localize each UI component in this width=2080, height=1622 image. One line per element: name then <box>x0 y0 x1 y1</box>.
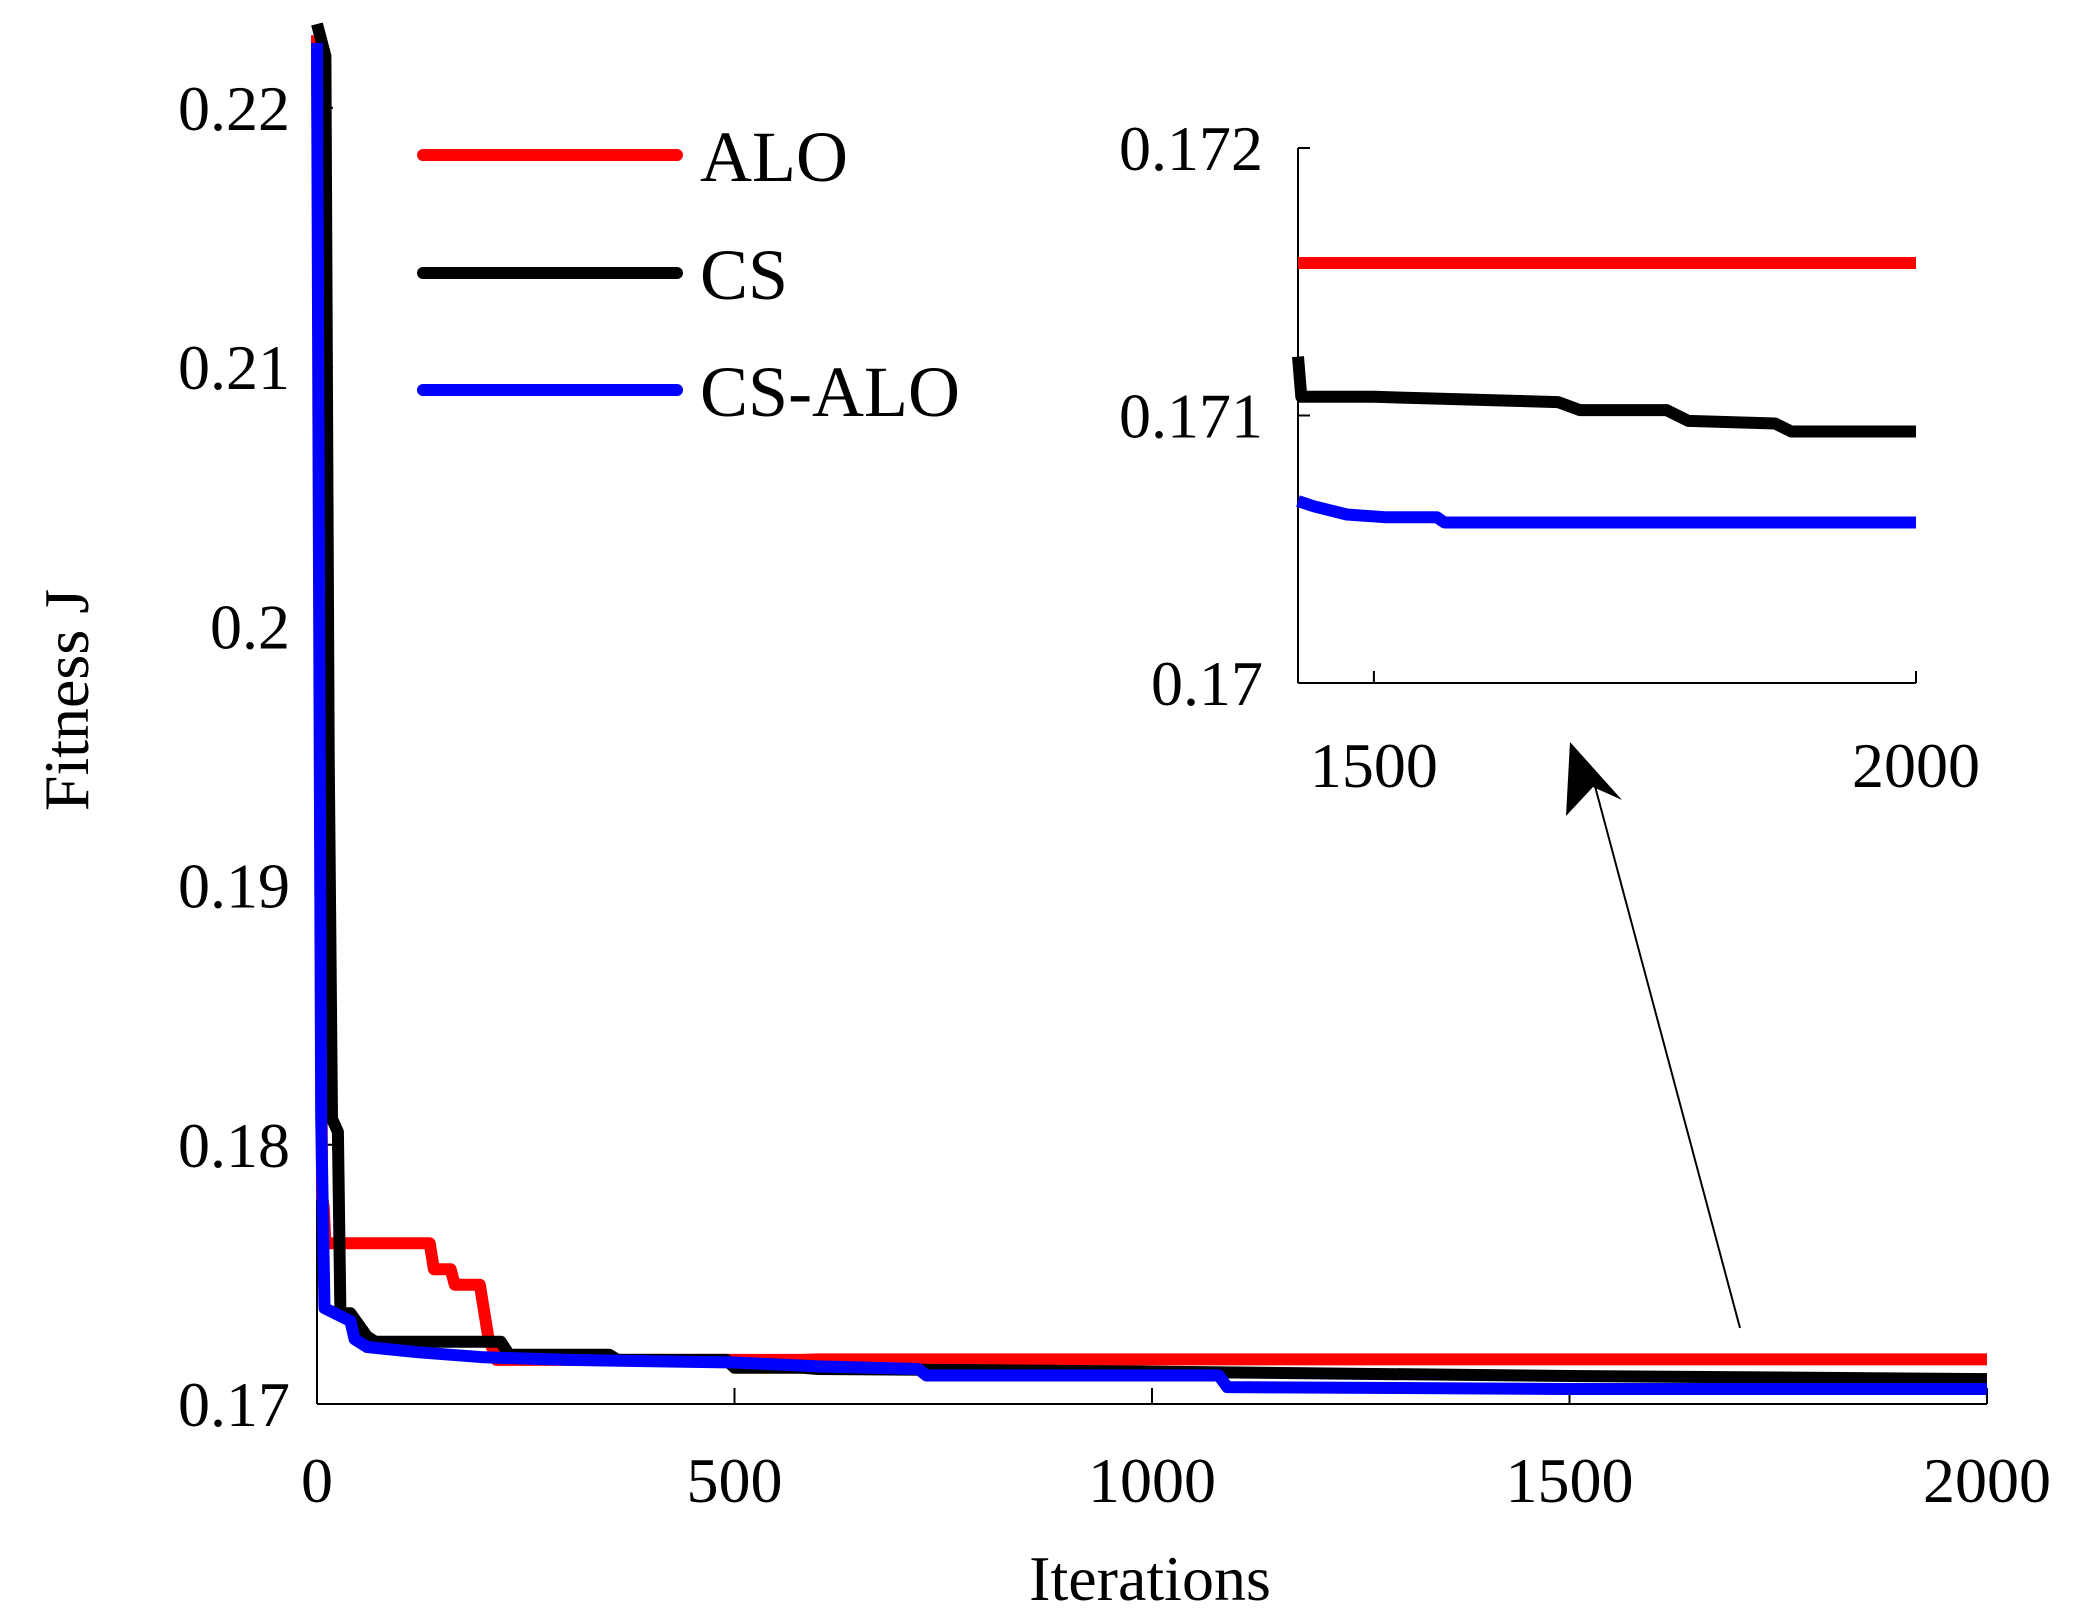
inset-y-tick-label: 0.171 <box>1119 381 1263 452</box>
inset-y-tick-label: 0.172 <box>1119 113 1263 184</box>
x-tick-label: 0 <box>301 1445 333 1516</box>
inset-y-tick-label: 0.17 <box>1151 648 1263 719</box>
series-line-cs-alo <box>311 42 1987 1395</box>
y-tick-label: 0.22 <box>178 73 290 144</box>
x-tick-label: 1000 <box>1088 1445 1216 1516</box>
y-tick-label: 0.2 <box>210 591 290 662</box>
legend-label-cs-alo: CS-ALO <box>700 352 960 432</box>
inset-series-line-cs <box>1292 356 1916 438</box>
y-tick-label: 0.17 <box>178 1369 290 1440</box>
main-plot: 0 500 1000 1500 2000 0.17 0.18 0.19 0.2 0.21 0.22 I… <box>31 22 2051 1614</box>
inset-series-line-cs-alo <box>1296 495 1916 529</box>
inset-plot: 1500 2000 0.17 0.171 0.172 <box>1119 113 1980 801</box>
inset-x-tick-label: 1500 <box>1310 730 1438 801</box>
y-tick-label: 0.21 <box>178 332 290 403</box>
y-axis-label: Fitness J <box>31 589 102 811</box>
y-tick-label: 0.18 <box>178 1110 290 1181</box>
inset-x-tick-label: 2000 <box>1852 730 1980 801</box>
x-tick-label: 1500 <box>1506 1445 1634 1516</box>
legend-label-alo: ALO <box>700 117 848 197</box>
zoom-arrow-line <box>1591 774 1741 1329</box>
zoom-arrow-head <box>1566 742 1622 816</box>
x-tick-label: 500 <box>687 1445 783 1516</box>
y-tick-label: 0.19 <box>178 851 290 922</box>
zoom-annotation <box>1566 742 1741 1329</box>
legend: ALO CS CS-ALO <box>417 117 960 432</box>
legend-label-cs: CS <box>700 235 788 315</box>
x-tick-label: 2000 <box>1923 1445 2051 1516</box>
x-axis-label: Iterations <box>1029 1543 1271 1614</box>
